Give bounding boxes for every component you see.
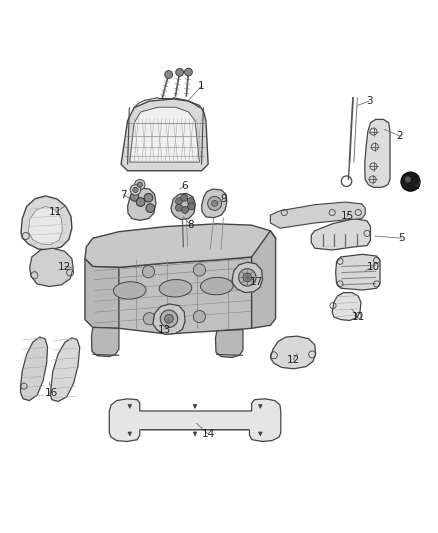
Polygon shape [85, 224, 276, 268]
Polygon shape [28, 206, 62, 245]
Polygon shape [232, 262, 262, 293]
Circle shape [182, 206, 188, 213]
Ellipse shape [159, 279, 192, 297]
Polygon shape [215, 329, 243, 358]
Ellipse shape [201, 277, 233, 295]
Circle shape [193, 264, 205, 276]
Polygon shape [121, 99, 208, 171]
Circle shape [184, 68, 192, 76]
Polygon shape [336, 254, 380, 290]
Text: 8: 8 [187, 220, 194, 230]
Polygon shape [21, 337, 47, 400]
Circle shape [208, 197, 222, 211]
Text: 5: 5 [399, 233, 405, 243]
Text: 14: 14 [201, 429, 215, 439]
Circle shape [243, 273, 252, 282]
Polygon shape [127, 188, 156, 220]
Circle shape [187, 203, 194, 210]
Polygon shape [85, 259, 119, 328]
Text: 12: 12 [58, 262, 71, 271]
Text: 12: 12 [286, 355, 300, 365]
Polygon shape [110, 399, 281, 441]
Circle shape [165, 70, 173, 78]
Polygon shape [92, 327, 119, 357]
Text: 2: 2 [396, 131, 403, 141]
Circle shape [187, 198, 194, 205]
Polygon shape [21, 196, 72, 250]
Circle shape [134, 180, 145, 190]
Polygon shape [311, 219, 371, 250]
Circle shape [176, 198, 183, 205]
Text: 17: 17 [249, 277, 263, 287]
Polygon shape [270, 202, 365, 228]
Circle shape [176, 204, 183, 211]
Polygon shape [252, 231, 276, 328]
Circle shape [142, 265, 155, 278]
Text: 3: 3 [366, 96, 372, 106]
Circle shape [176, 68, 184, 76]
Text: 9: 9 [220, 194, 226, 204]
Text: 16: 16 [45, 387, 58, 398]
Polygon shape [153, 304, 185, 334]
Text: 7: 7 [120, 190, 127, 200]
Circle shape [160, 310, 178, 327]
Circle shape [165, 314, 173, 323]
Circle shape [212, 200, 218, 206]
Circle shape [136, 198, 145, 206]
Polygon shape [270, 336, 316, 369]
Polygon shape [365, 119, 390, 187]
Circle shape [144, 193, 153, 202]
Circle shape [133, 187, 138, 192]
Text: 4: 4 [414, 181, 420, 191]
Polygon shape [93, 257, 252, 334]
Circle shape [146, 204, 155, 213]
Polygon shape [30, 248, 73, 287]
Circle shape [405, 176, 411, 182]
Circle shape [193, 310, 205, 322]
Circle shape [181, 194, 187, 201]
Circle shape [401, 172, 420, 191]
Circle shape [130, 184, 141, 195]
Polygon shape [130, 107, 199, 162]
Circle shape [130, 192, 139, 201]
Polygon shape [201, 189, 227, 218]
Polygon shape [50, 338, 80, 401]
Text: 11: 11 [352, 312, 365, 321]
Ellipse shape [113, 282, 146, 299]
Circle shape [143, 313, 155, 325]
Polygon shape [171, 193, 195, 220]
Circle shape [137, 182, 142, 187]
Text: 11: 11 [49, 207, 63, 217]
Text: 13: 13 [158, 325, 171, 335]
Text: 1: 1 [198, 81, 205, 91]
Text: 15: 15 [341, 212, 354, 221]
Circle shape [239, 269, 256, 286]
Polygon shape [332, 293, 361, 320]
Text: 10: 10 [367, 262, 380, 271]
Text: 6: 6 [181, 181, 187, 191]
